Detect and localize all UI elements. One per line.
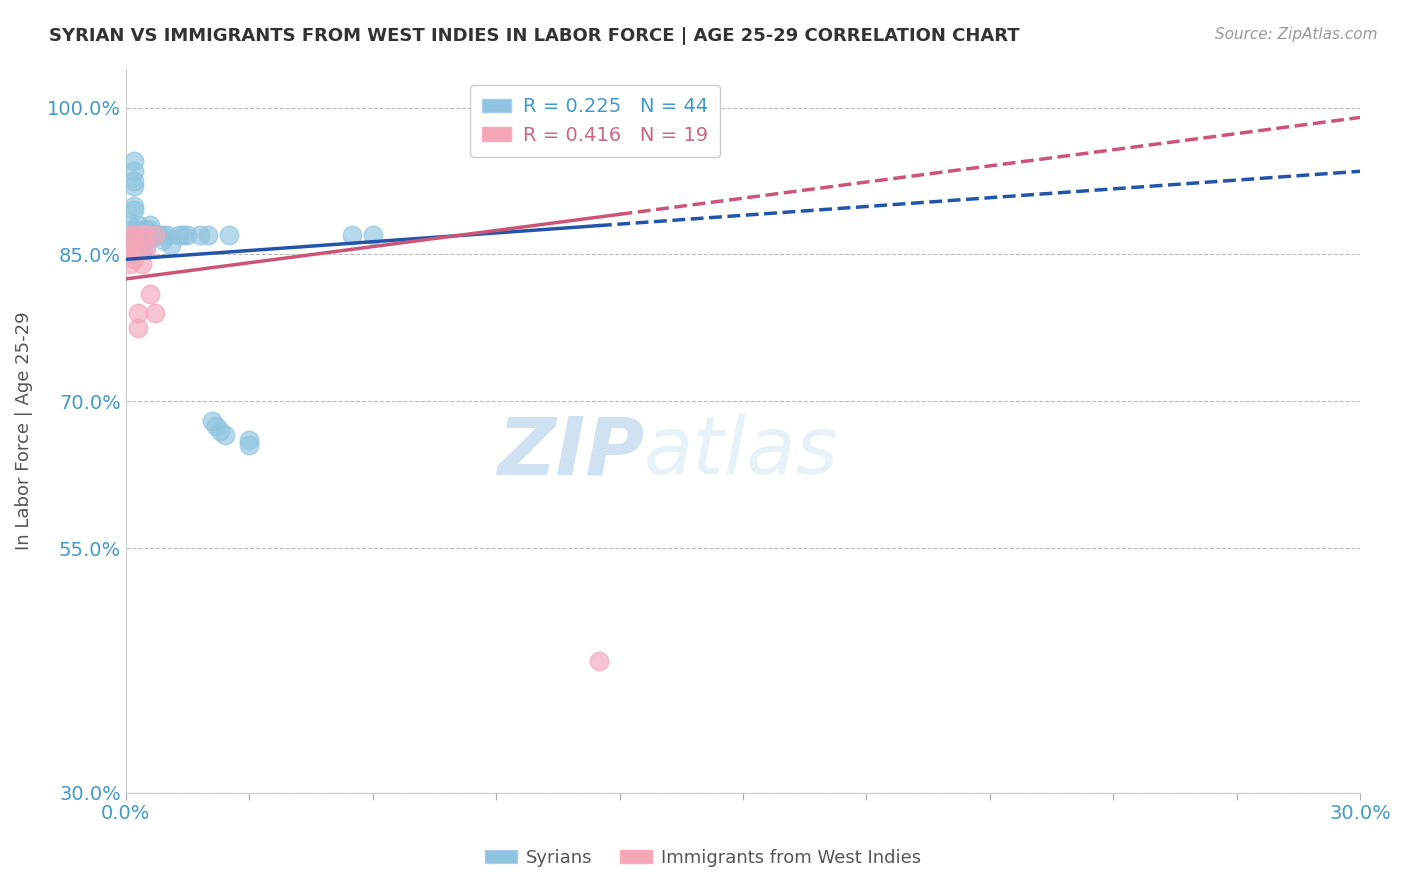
Point (172, 227, 194, 242)
Point (118, 233, 141, 247)
Point (127, 223, 149, 237)
Point (152, 227, 174, 242)
Point (238, 434, 260, 448)
Text: Source: ZipAtlas.com: Source: ZipAtlas.com (1215, 27, 1378, 42)
Point (118, 227, 141, 242)
Point (122, 198, 145, 212)
Point (122, 178, 145, 193)
Point (197, 227, 219, 242)
Point (135, 227, 157, 242)
Point (139, 223, 162, 237)
Point (160, 237, 183, 252)
Point (148, 227, 170, 242)
Point (176, 227, 198, 242)
Point (118, 227, 141, 242)
Point (135, 243, 157, 257)
Point (139, 286, 162, 301)
Legend: Syrians, Immigrants from West Indies: Syrians, Immigrants from West Indies (478, 842, 928, 874)
Point (188, 227, 211, 242)
Point (135, 233, 157, 247)
Text: ZIP: ZIP (496, 413, 644, 491)
Point (156, 227, 179, 242)
Point (547, 115, 569, 129)
Point (127, 218, 149, 232)
Point (209, 424, 232, 438)
Point (127, 227, 149, 242)
Point (205, 418, 228, 433)
Point (588, 111, 610, 125)
Point (122, 164, 145, 178)
Point (131, 243, 153, 257)
Point (122, 154, 145, 169)
Point (118, 223, 141, 237)
Point (609, 120, 631, 135)
Point (122, 203, 145, 218)
Point (201, 414, 224, 428)
Point (122, 243, 145, 257)
Point (131, 257, 153, 271)
Point (131, 233, 153, 247)
Point (122, 252, 145, 267)
Point (361, 227, 384, 242)
Point (588, 654, 610, 668)
Point (118, 237, 141, 252)
Text: SYRIAN VS IMMIGRANTS FROM WEST INDIES IN LABOR FORCE | AGE 25-29 CORRELATION CHA: SYRIAN VS IMMIGRANTS FROM WEST INDIES IN… (49, 27, 1019, 45)
Point (135, 237, 157, 252)
Point (214, 428, 236, 442)
Point (143, 306, 166, 320)
Point (131, 237, 153, 252)
Point (167, 227, 190, 242)
Legend: R = 0.225   N = 44, R = 0.416   N = 19: R = 0.225 N = 44, R = 0.416 N = 19 (470, 86, 720, 156)
Point (340, 227, 363, 242)
Text: atlas: atlas (644, 413, 839, 491)
Point (135, 227, 157, 242)
Point (238, 438, 260, 452)
Point (218, 227, 240, 242)
Point (143, 227, 166, 242)
Point (143, 227, 166, 242)
Point (152, 233, 174, 247)
Point (135, 223, 157, 237)
Point (118, 218, 141, 232)
Point (118, 247, 141, 261)
Point (127, 321, 149, 335)
Point (131, 227, 153, 242)
Point (139, 218, 162, 232)
Point (122, 174, 145, 188)
Point (118, 257, 141, 271)
Point (122, 227, 145, 242)
Point (127, 306, 149, 320)
Y-axis label: In Labor Force | Age 25-29: In Labor Force | Age 25-29 (15, 311, 32, 549)
Point (131, 227, 153, 242)
